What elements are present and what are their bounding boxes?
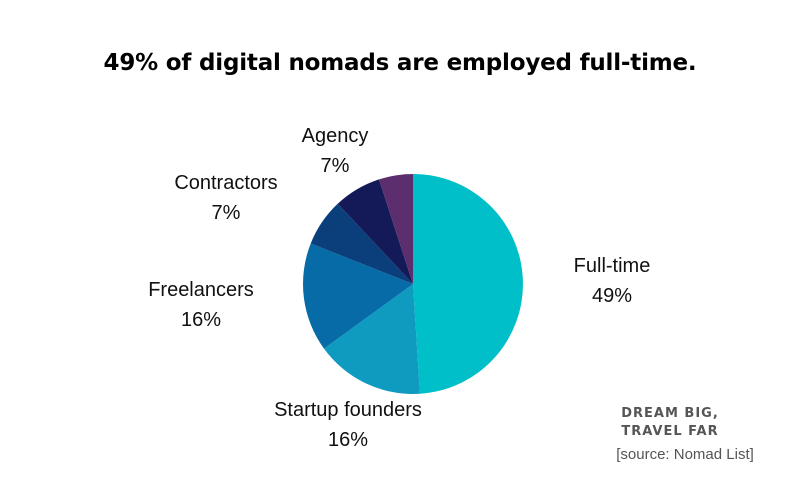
pie-slice-full-time <box>413 174 523 394</box>
label-agency-name: Agency <box>301 125 369 147</box>
label-full-time-value: 49% <box>591 285 633 307</box>
label-startup-founders-value: 16% <box>327 429 369 451</box>
pie-slices <box>302 174 523 394</box>
label-contractors-value: 7% <box>211 202 241 224</box>
label-freelancers: Freelancers 16% <box>131 275 271 335</box>
source-note: [source: Nomad List] <box>616 446 754 463</box>
brand-line-1: DREAM BIG, <box>621 406 719 421</box>
chart-title: 49% of digital nomads are employed full-… <box>103 50 697 76</box>
pie-slice-startup-founders <box>324 284 420 394</box>
label-full-time: Full-time 49% <box>552 251 672 311</box>
label-contractors: Contractors 7% <box>156 168 296 228</box>
label-full-time-name: Full-time <box>573 255 651 277</box>
label-freelancers-value: 16% <box>180 309 222 331</box>
brand-logo-text: DREAM BIG, TRAVEL FAR <box>600 405 740 441</box>
pie-slice-contractors <box>310 203 413 284</box>
label-contractors-name: Contractors <box>174 172 278 194</box>
pie-slice-freelancers <box>302 243 413 349</box>
pie-slice-other <box>379 174 413 284</box>
label-startup-founders-name: Startup founders <box>274 399 422 421</box>
label-agency-value: 7% <box>320 155 350 177</box>
pie-slice-agency <box>337 179 413 284</box>
label-startup-founders: Startup founders 16% <box>248 395 448 455</box>
brand-line-2: TRAVEL FAR <box>621 424 719 439</box>
label-agency: Agency 7% <box>275 121 395 181</box>
label-freelancers-name: Freelancers <box>148 279 254 301</box>
